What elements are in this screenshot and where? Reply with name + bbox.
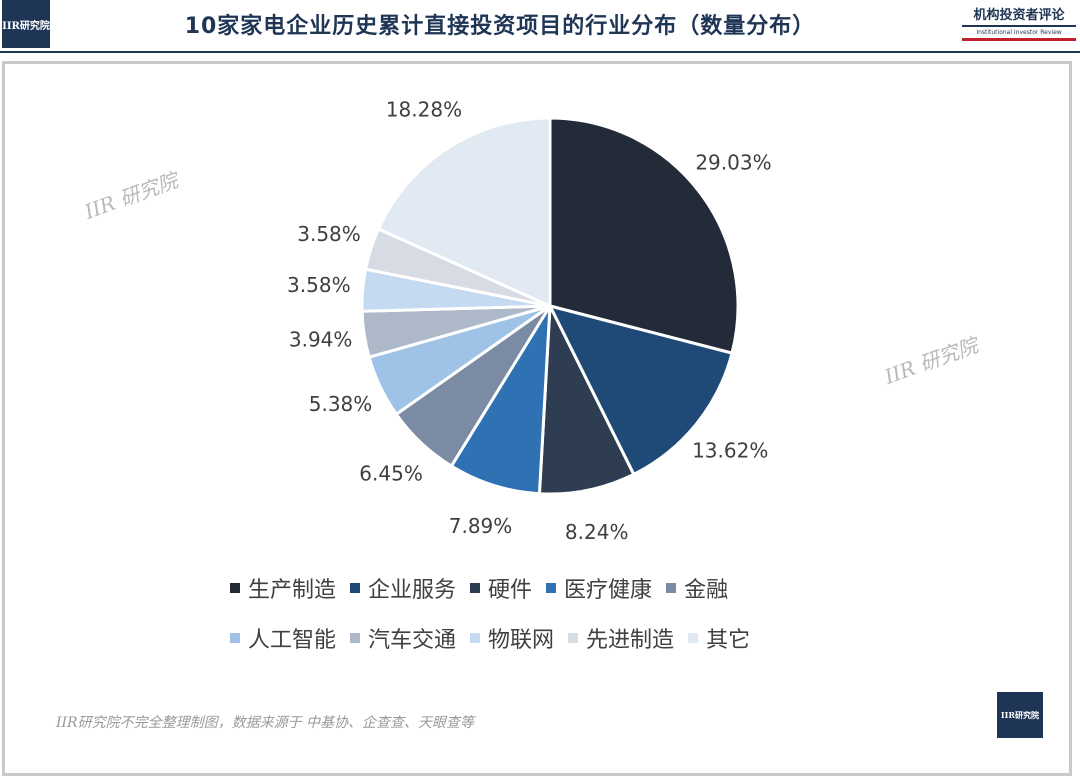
iir-logo: IIR研究院 bbox=[2, 0, 50, 48]
legend-item-4: 金融 bbox=[666, 572, 728, 604]
legend-label-7: 物联网 bbox=[488, 628, 555, 653]
legend-item-0: 生产制造 bbox=[230, 572, 336, 604]
legend-item-2: 硬件 bbox=[470, 572, 532, 604]
slice-label-1: 13.62% bbox=[692, 439, 768, 463]
legend-label-6: 汽车交通 bbox=[368, 628, 457, 653]
legend-swatch-1 bbox=[350, 583, 361, 593]
legend-swatch-6 bbox=[350, 633, 361, 643]
legend-swatch-9 bbox=[688, 633, 699, 643]
legend-label-2: 硬件 bbox=[488, 578, 533, 603]
legend-item-8: 先进制造 bbox=[568, 622, 674, 654]
chart-legend: 生产制造 企业服务 硬件 医疗健康 金融 人工智能 汽车交通 物联网 先进制造 其它 bbox=[230, 563, 880, 663]
slice-label-4: 6.45% bbox=[359, 462, 423, 486]
pie-slice-9 bbox=[376, 116, 552, 309]
legend-item-6: 汽车交通 bbox=[350, 622, 456, 654]
legend-item-9: 其它 bbox=[688, 622, 750, 654]
pie-slice-3 bbox=[449, 305, 552, 496]
legend-item-1: 企业服务 bbox=[350, 572, 456, 604]
legend-label-1: 企业服务 bbox=[368, 578, 457, 603]
legend-label-8: 先进制造 bbox=[586, 628, 675, 653]
legend-item-3: 医疗健康 bbox=[546, 572, 652, 604]
legend-label-0: 生产制造 bbox=[248, 578, 337, 603]
title-divider bbox=[0, 51, 1080, 53]
pie-slice-1 bbox=[547, 303, 734, 477]
legend-swatch-2 bbox=[470, 583, 481, 593]
legend-swatch-4 bbox=[666, 583, 677, 593]
slice-label-9: 18.28% bbox=[386, 98, 462, 122]
legend-swatch-3 bbox=[546, 583, 557, 593]
legend-label-3: 医疗健康 bbox=[564, 578, 653, 603]
slice-label-7: 3.58% bbox=[287, 273, 351, 297]
pie-slice-0 bbox=[548, 116, 740, 355]
chart-frame bbox=[2, 61, 1072, 776]
brand-name-en: Institutional Investor Review bbox=[976, 29, 1062, 36]
slice-label-0: 29.03% bbox=[695, 150, 771, 174]
legend-label-4: 金融 bbox=[684, 578, 729, 603]
legend-item-7: 物联网 bbox=[470, 622, 554, 654]
page-title: 10家家电企业历史累计直接投资项目的行业分布（数量分布） bbox=[184, 14, 816, 39]
legend-label-9: 其它 bbox=[706, 628, 751, 653]
legend-swatch-8 bbox=[568, 633, 579, 643]
slice-label-8: 3.58% bbox=[297, 222, 361, 246]
legend-swatch-0 bbox=[230, 583, 240, 593]
legend-item-5: 人工智能 bbox=[230, 622, 336, 654]
slice-label-3: 7.89% bbox=[449, 514, 513, 538]
legend-swatch-7 bbox=[470, 633, 481, 643]
pie-slice-2 bbox=[537, 300, 636, 496]
iir-footer-logo: IIR研究院 bbox=[997, 692, 1043, 738]
slice-label-5: 5.38% bbox=[309, 392, 373, 416]
slice-label-6: 3.94% bbox=[289, 328, 353, 352]
slice-label-2: 8.24% bbox=[565, 520, 629, 544]
legend-swatch-5 bbox=[230, 633, 240, 643]
brand-logo: 机构投资者评论 Institutional Investor Review bbox=[962, 4, 1076, 41]
source-note: IIR研究院不完全整理制图，数据来源于 中基协、企查查、天眼查等 bbox=[56, 715, 475, 731]
brand-name-cn: 机构投资者评论 bbox=[973, 8, 1065, 23]
legend-label-5: 人工智能 bbox=[248, 628, 337, 653]
